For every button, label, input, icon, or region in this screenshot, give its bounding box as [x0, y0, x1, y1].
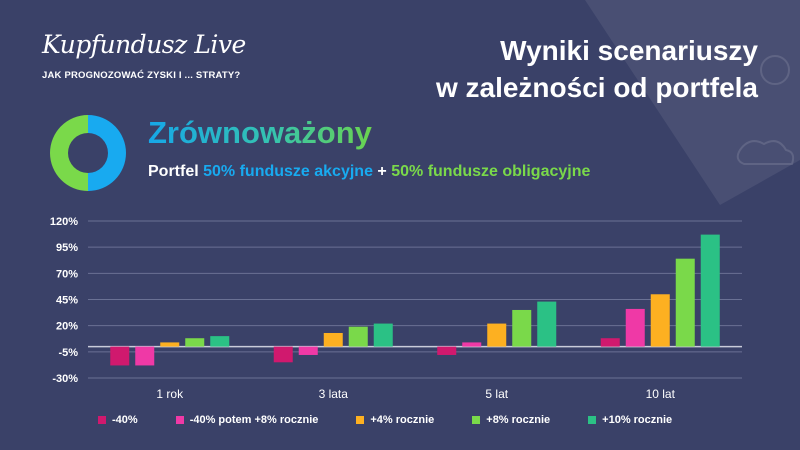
legend-label: +8% rocznie [486, 414, 551, 426]
brand-logo: Kupfundusz Live [42, 30, 246, 59]
bar [185, 338, 205, 347]
legend-label: +4% rocznie [370, 414, 435, 426]
y-tick-label: 95% [56, 242, 78, 254]
bar [298, 346, 318, 355]
x-category-label: 10 lat [646, 387, 676, 401]
legend-item: -40% [98, 414, 138, 426]
legend-swatch [98, 416, 106, 424]
bar [160, 342, 180, 347]
y-tick-label: 120% [50, 216, 78, 228]
bar [348, 326, 368, 347]
bar [537, 301, 557, 347]
legend-swatch [356, 416, 365, 424]
legend-swatch [588, 416, 597, 424]
portfolio-desc-bond: 50% fundusze obligacyjne [391, 163, 591, 180]
legend-label: -40% potem +8% rocznie [189, 414, 319, 426]
bar [625, 308, 645, 347]
bar [675, 258, 695, 347]
bar [273, 346, 293, 363]
bar [210, 336, 230, 347]
page-title-line-1: Wyniki scenariuszy [500, 35, 758, 66]
chart-legend: -40% -40% potem +8% rocznie +4% rocznie +8%… [98, 414, 710, 426]
y-tick-label: -30% [52, 373, 78, 385]
donut-bond-half [50, 115, 88, 191]
donut-equity-half [88, 115, 126, 191]
bar [110, 346, 130, 366]
page-title-line-2: w zależności od portfela [435, 72, 758, 103]
y-tick-label: -5% [58, 347, 78, 359]
legend-label: +10% rocznie [602, 414, 673, 426]
legend-swatch [175, 416, 184, 424]
y-tick-label: 20% [56, 321, 78, 333]
bar [512, 309, 532, 347]
bar [700, 234, 720, 347]
portfolio-description: Portfel 50% fundusze akcyjne + 50% fundu… [148, 163, 590, 181]
y-tick-label: 70% [56, 268, 78, 280]
x-category-label: 5 lat [485, 387, 508, 401]
portfolio-donut-icon [50, 115, 126, 191]
y-tick-label: 45% [56, 295, 78, 307]
brand-tagline: JAK PROGNOZOWAĆ ZYSKI I ... STRATY? [42, 70, 241, 81]
scenario-bar-chart: 120% 95% 70% 45% 20% -5% -30% 1 rok 3 lata 5 lat 1… [50, 216, 742, 401]
x-category-label: 1 rok [156, 387, 184, 401]
legend-item: +8% rocznie [472, 414, 550, 426]
bar [462, 342, 482, 347]
bar [437, 346, 457, 355]
portfolio-name: Zrównoważony [148, 115, 372, 150]
legend-item: +4% rocznie [356, 414, 434, 426]
portfolio-desc-equity: 50% fundusze akcyjne [203, 163, 373, 180]
legend-item: +10% rocznie [588, 414, 672, 426]
legend-label: -40% [112, 414, 138, 426]
legend-item: -40% potem +8% rocznie [175, 414, 319, 426]
x-category-label: 3 lata [319, 387, 349, 401]
portfolio-desc-plus: + [377, 163, 387, 180]
bar [487, 323, 507, 347]
bar [373, 323, 393, 347]
page-title: Wyniki scenariuszy w zależności od portf… [436, 32, 758, 106]
bar [323, 332, 343, 347]
legend-swatch [472, 416, 481, 424]
bar [135, 346, 155, 366]
bar [650, 294, 670, 347]
portfolio-desc-prefix: Portfel [148, 163, 199, 180]
bar [600, 338, 620, 347]
